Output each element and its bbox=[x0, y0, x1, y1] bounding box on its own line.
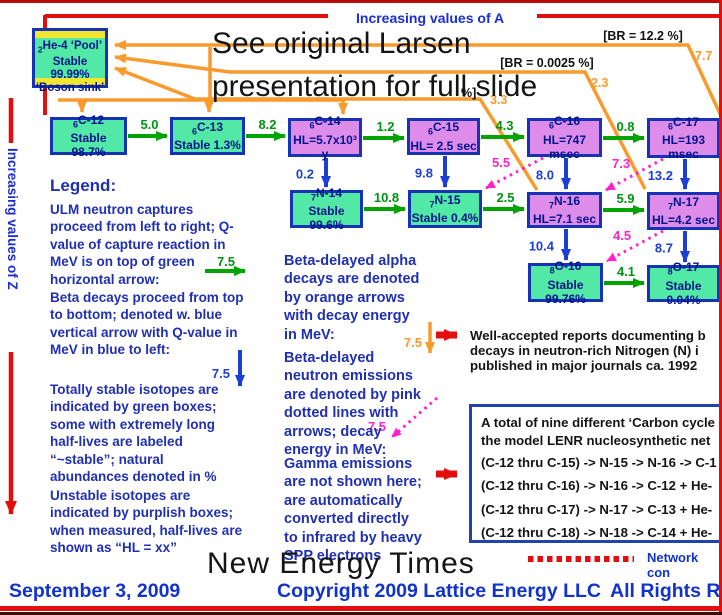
nuclide-box-C-15: 6C-15 HL= 2.5 sec bbox=[407, 118, 480, 155]
br1-label: [BR = 12.2 %] bbox=[603, 29, 683, 43]
note-gamma-emissions: Gamma emissions are not shown here; are … bbox=[284, 456, 422, 565]
q-value-label: 1.2 bbox=[376, 119, 394, 134]
increasing-a-label: Increasing values of A bbox=[356, 10, 505, 26]
q-value-label: 8.0 bbox=[536, 168, 554, 183]
br2-label: [BR = 0.0025 %] bbox=[500, 56, 593, 70]
cycle-reaction-line: (C-12 thru C-17) -> N-17 -> C-13 + He- bbox=[481, 501, 713, 517]
nuclide-box-O-16: 8O-16 Stable 99.76% bbox=[528, 259, 603, 306]
q-value-label: 10.8 bbox=[374, 190, 399, 205]
legend-paragraph-unstable: Unstable isotopes are indicated by purpl… bbox=[50, 488, 243, 556]
q-value-label: 8.2 bbox=[258, 117, 276, 132]
frame-bottom bbox=[0, 606, 722, 611]
q-value-label: 5.9 bbox=[616, 191, 634, 206]
alpha-decay-lines bbox=[58, 40, 722, 191]
brand-title: New Energy Times bbox=[207, 547, 475, 580]
cycle-reaction-line: (C-12 thru C-15) -> N-15 -> N-16 -> C-1 bbox=[481, 455, 717, 470]
q-value-label: 7.3 bbox=[612, 156, 630, 171]
q-value-label: 4.5 bbox=[613, 228, 631, 243]
q-value-label: 9.8 bbox=[415, 166, 433, 181]
pool-label: 2He-4 ‘Pool’ Stable 99.99% ‘Boson sink’ bbox=[35, 40, 105, 95]
note-beta-delayed-alpha: Beta-delayed alpha decays are denoted by… bbox=[284, 253, 420, 343]
frame-top bbox=[0, 0, 722, 3]
legend-paragraph-captures: ULM neutron captures proceed from left t… bbox=[50, 202, 234, 287]
note-beta-delayed-neutron: Beta-delayed neutron emissions are denot… bbox=[284, 350, 421, 459]
legend-pink-q: 7.5 bbox=[368, 419, 386, 434]
nuclide-box-he4-pool: 2He-4 ‘Pool’ Stable 99.99% ‘Boson sink’ bbox=[32, 28, 108, 94]
q-value-label: 10.4 bbox=[529, 239, 555, 254]
nuclide-box-N-15: 7N-15 Stable 0.4% bbox=[408, 190, 482, 228]
q-value-label: 4.3 bbox=[495, 118, 513, 133]
nuclide-box-C-14: 6C-14 HL=5.7x10³ y bbox=[288, 114, 362, 161]
footer-date: September 3, 2009 bbox=[9, 580, 181, 602]
q-value-label: 8.7 bbox=[655, 241, 673, 256]
q-value-label: 0.2 bbox=[296, 167, 314, 182]
nuclide-box-C-12: 6C-12 Stable 98.7% bbox=[50, 113, 127, 159]
legend-green-q: 7.5 bbox=[217, 254, 235, 269]
nuclide-box-N-16: 7N-16 HL=7.1 sec bbox=[527, 192, 602, 228]
q-value-label: 5.0 bbox=[140, 117, 158, 132]
carbon-cycles-reactions: (C-12 thru C-15) -> N-15 -> N-16 -> C-1 (… bbox=[481, 451, 717, 545]
legend-paragraph-betas: Beta decays proceed from top to bottom; … bbox=[50, 290, 244, 358]
br2-q-value: 2.3 bbox=[591, 76, 608, 90]
q-value-label: 4.1 bbox=[617, 264, 635, 279]
legend-blue-q: 7.5 bbox=[212, 366, 230, 381]
pool-yellow-bar-top bbox=[35, 31, 105, 38]
legend-orange-q: 7.5 bbox=[404, 335, 422, 350]
footer-copyright: Copyright 2009 Lattice Energy LLC bbox=[277, 580, 601, 602]
q-value-label: 2.5 bbox=[496, 190, 514, 205]
legend-title: Legend: bbox=[50, 176, 117, 195]
legend-paragraph-stable: Totally stable isotopes are indicated by… bbox=[50, 382, 219, 485]
footer-rights: All Rights Re bbox=[610, 580, 722, 602]
frame-bottom-edge bbox=[0, 612, 722, 615]
nuclide-box-N-14: 7N-14 Stable 99.6% bbox=[290, 186, 363, 232]
overlay-note-line1: See original Larsen bbox=[212, 27, 471, 60]
frame-right bbox=[719, 0, 722, 615]
q-value-label: 0.8 bbox=[616, 119, 634, 134]
nuclide-box-C-17: 6C-17 HL=193 msec bbox=[647, 115, 720, 161]
q-value-label: 13.2 bbox=[648, 168, 673, 183]
q-value-label: 5.5 bbox=[492, 155, 510, 170]
network-connections-label: Network con bbox=[647, 550, 699, 580]
nuclide-box-N-17: 7N-17 HL=4.2 sec bbox=[647, 192, 720, 230]
nuclide-box-O-17: 8O-17 Stable 0.04% bbox=[647, 260, 720, 307]
nuclide-box-C-16: 6C-16 HL=747 msec bbox=[527, 114, 602, 161]
br3-q-value: 3.3 bbox=[490, 93, 507, 107]
pool-yellow-bar-bottom bbox=[35, 78, 105, 85]
cycle-reaction-line: (C-12 thru C-16) -> N-16 -> C-12 + He- bbox=[481, 478, 713, 494]
overlay-note-line2: presentation for full slide bbox=[212, 70, 538, 103]
increasing-z-label: Increasing values of Z bbox=[5, 148, 20, 290]
nuclide-box-C-13: 6C-13 Stable 1.3% bbox=[170, 117, 245, 155]
reports-note: Well-accepted reports documenting b deca… bbox=[470, 328, 706, 373]
carbon-cycles-box: A total of nine different ‘Carbon cycle … bbox=[469, 404, 722, 543]
br1-q-value: 7.7 bbox=[695, 49, 712, 63]
br3-label-fragment: %] bbox=[461, 86, 476, 100]
cycle-reaction-line: (C-12 thru C-18) -> N-18 -> C-14 + He- bbox=[481, 525, 713, 541]
legend-pink-arrow-example bbox=[391, 396, 438, 439]
carbon-cycles-intro: A total of nine different ‘Carbon cycle … bbox=[481, 415, 715, 448]
